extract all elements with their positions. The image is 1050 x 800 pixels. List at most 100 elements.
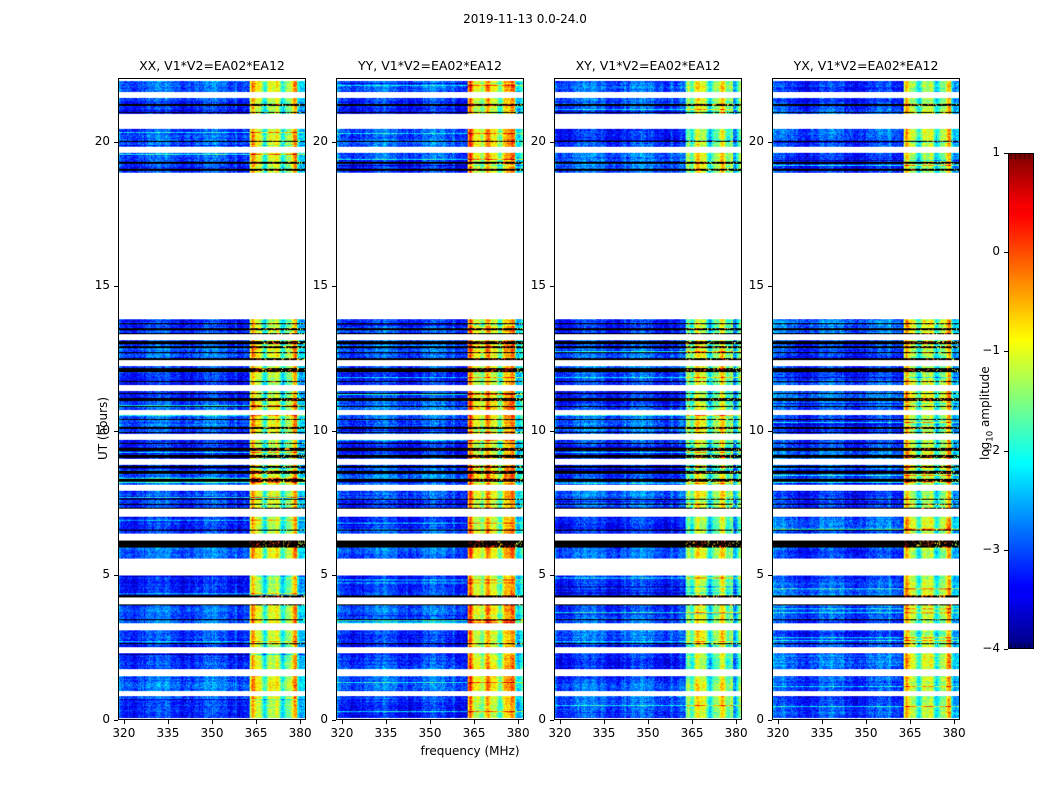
y-tick-label: 0	[538, 712, 546, 726]
y-tick-mark	[114, 286, 118, 288]
y-tick-mark	[768, 575, 772, 577]
y-tick-label: 15	[94, 278, 110, 293]
x-tick-label: 365	[898, 726, 922, 740]
panel-title-yy: YY, V1*V2=EA02*EA12	[358, 58, 502, 73]
colorbar[interactable]	[1008, 153, 1034, 649]
y-tick-label: 0	[320, 712, 328, 726]
y-tick-mark	[550, 575, 554, 577]
colorbar-tick-mark	[1004, 153, 1008, 154]
colorbar-tick-label: 0	[992, 244, 1000, 259]
x-tick-label: 365	[462, 726, 486, 740]
y-tick-label: 10	[530, 422, 546, 437]
x-tick-mark	[430, 720, 431, 724]
colorbar-label-suffix: amplitude	[978, 366, 992, 431]
y-tick-mark	[332, 141, 336, 143]
y-tick-label: 5	[102, 567, 110, 582]
x-tick-mark	[474, 720, 476, 724]
y-tick-label: 10	[94, 422, 110, 437]
y-tick-mark	[768, 141, 772, 143]
y-tick-mark	[114, 430, 118, 432]
x-tick-label: 350	[200, 726, 224, 740]
x-tick-mark	[692, 720, 694, 724]
panel-title-xx: XX, V1*V2=EA02*EA12	[139, 58, 285, 73]
colorbar-tick-label: 1	[992, 145, 1000, 159]
spectrogram-panel-yx[interactable]	[772, 78, 960, 720]
x-tick-label: 350	[854, 726, 878, 740]
spectrogram-image-xx	[119, 79, 305, 719]
spectrogram-panel-xy[interactable]	[554, 78, 742, 720]
y-tick-mark	[550, 720, 554, 721]
figure-suptitle: 2019-11-13 0.0-24.0	[463, 12, 587, 26]
colorbar-tick-label: −1	[982, 343, 1000, 358]
colorbar-tick-label: −4	[982, 641, 1000, 655]
x-tick-mark	[821, 720, 823, 724]
x-tick-mark	[167, 720, 169, 724]
y-tick-mark	[114, 141, 118, 143]
x-tick-label: 335	[156, 726, 180, 740]
panel-title-yx: YX, V1*V2=EA02*EA12	[793, 58, 939, 73]
y-tick-label: 5	[756, 567, 764, 582]
x-tick-label: 320	[766, 726, 790, 740]
y-tick-mark	[550, 286, 554, 288]
x-tick-mark	[123, 720, 125, 724]
colorbar-label-prefix: log	[978, 441, 992, 460]
y-axis-label: UT (hours)	[96, 396, 110, 460]
y-tick-mark	[114, 575, 118, 577]
spectrogram-image-xy	[555, 79, 741, 719]
colorbar-tick-mark	[1004, 351, 1008, 353]
y-tick-mark	[114, 720, 118, 721]
y-tick-label: 0	[756, 712, 764, 726]
y-tick-mark	[550, 430, 554, 432]
colorbar-tick-mark	[1004, 649, 1008, 650]
y-tick-label: 20	[94, 133, 110, 148]
x-tick-label: 365	[244, 726, 268, 740]
y-tick-mark	[332, 430, 336, 432]
y-tick-mark	[768, 430, 772, 432]
y-tick-mark	[332, 575, 336, 577]
x-tick-mark	[256, 720, 258, 724]
x-tick-mark	[648, 720, 649, 724]
y-tick-mark	[332, 720, 336, 721]
colorbar-tick-label: −3	[982, 541, 1000, 556]
x-tick-label: 350	[418, 726, 442, 740]
x-tick-label: 320	[330, 726, 354, 740]
y-tick-label: 20	[530, 133, 546, 148]
x-tick-label: 365	[680, 726, 704, 740]
x-tick-mark	[341, 720, 343, 724]
colorbar-tick-mark	[1004, 450, 1008, 452]
y-tick-label: 0	[102, 712, 110, 726]
spectrogram-panel-xx[interactable]	[118, 78, 306, 720]
x-tick-mark	[559, 720, 561, 724]
x-tick-label: 320	[548, 726, 572, 740]
y-tick-label: 5	[320, 567, 328, 582]
colorbar-tick-label: −2	[982, 442, 1000, 457]
spectrogram-image-yy	[337, 79, 523, 719]
colorbar-label-subscript: 10	[985, 430, 996, 442]
x-tick-mark	[777, 720, 779, 724]
colorbar-label: log10 amplitude	[978, 366, 995, 460]
y-tick-mark	[332, 286, 336, 288]
y-tick-label: 15	[748, 278, 764, 293]
spectrogram-image-yx	[773, 79, 959, 719]
spectrogram-panel-yy[interactable]	[336, 78, 524, 720]
colorbar-tick-mark	[1004, 549, 1008, 551]
x-tick-mark	[385, 720, 387, 724]
y-tick-label: 15	[312, 278, 328, 293]
y-tick-label: 10	[312, 422, 328, 437]
x-tick-label: 320	[112, 726, 136, 740]
x-tick-mark	[910, 720, 912, 724]
panel-title-xy: XY, V1*V2=EA02*EA12	[575, 58, 721, 73]
x-tick-label: 380	[724, 726, 748, 740]
y-tick-label: 10	[748, 422, 764, 437]
x-tick-mark	[954, 720, 956, 724]
x-tick-label: 335	[810, 726, 834, 740]
y-tick-mark	[768, 286, 772, 288]
x-tick-label: 335	[374, 726, 398, 740]
x-tick-mark	[518, 720, 520, 724]
x-tick-label: 380	[506, 726, 530, 740]
colorbar-tick-mark	[1004, 252, 1008, 254]
y-tick-label: 15	[530, 278, 546, 293]
y-tick-mark	[768, 720, 772, 721]
x-tick-label: 380	[288, 726, 312, 740]
